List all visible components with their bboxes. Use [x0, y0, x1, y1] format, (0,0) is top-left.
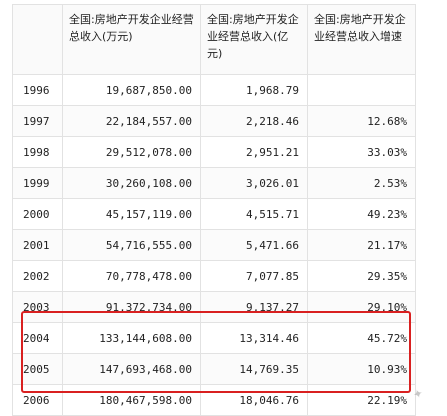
- cell-revenue-wan: 45,157,119.00: [62, 198, 201, 230]
- header-row: 全国:房地产开发企业经营总收入(万元) 全国:房地产开发企业经营总收入(亿元) …: [12, 4, 416, 75]
- table-row: 2000 45,157,119.00 4,515.71 49.23%: [12, 198, 416, 230]
- cell-revenue-yi: 7,077.85: [200, 260, 308, 292]
- cell-revenue-wan: 30,260,108.00: [62, 167, 201, 199]
- cell-growth: 29.10%: [307, 291, 416, 323]
- cell-revenue-yi: 13,314.46: [200, 322, 308, 354]
- cell-year: 2000: [12, 198, 63, 230]
- cell-revenue-yi: 1,968.79: [200, 74, 308, 106]
- cell-revenue-yi: 18,046.76: [200, 384, 308, 416]
- table-row: 1999 30,260,108.00 3,026.01 2.53%: [12, 167, 416, 199]
- cell-year: 1999: [12, 167, 63, 199]
- cell-revenue-yi: 14,769.35: [200, 353, 308, 385]
- cell-growth: 49.23%: [307, 198, 416, 230]
- cell-growth: 21.17%: [307, 229, 416, 261]
- header-revenue-yi: 全国:房地产开发企业经营总收入(亿元): [200, 4, 308, 75]
- table-row: 2004 133,144,608.00 13,314.46 45.72%: [12, 322, 416, 354]
- cell-revenue-wan: 22,184,557.00: [62, 105, 201, 137]
- table-row: 1996 19,687,850.00 1,968.79: [12, 74, 416, 106]
- cell-year: 2004: [12, 322, 63, 354]
- cell-growth: 33.03%: [307, 136, 416, 168]
- cell-growth: 22.19%: [307, 384, 416, 416]
- cell-year: 2003: [12, 291, 63, 323]
- cell-year: 2002: [12, 260, 63, 292]
- cell-growth: 45.72%: [307, 322, 416, 354]
- table-row: 1998 29,512,078.00 2,951.21 33.03%: [12, 136, 416, 168]
- cell-revenue-yi: 2,951.21: [200, 136, 308, 168]
- revenue-table: 全国:房地产开发企业经营总收入(万元) 全国:房地产开发企业经营总收入(亿元) …: [12, 4, 416, 416]
- cell-growth: [307, 74, 416, 106]
- table-row: 2002 70,778,478.00 7,077.85 29.35%: [12, 260, 416, 292]
- cell-year: 1996: [12, 74, 63, 106]
- cell-revenue-wan: 19,687,850.00: [62, 74, 201, 106]
- cell-year: 2005: [12, 353, 63, 385]
- cell-growth: 12.68%: [307, 105, 416, 137]
- cell-year: 2006: [12, 384, 63, 416]
- header-year: [12, 4, 63, 75]
- header-growth: 全国:房地产开发企业经营总收入增速: [307, 4, 416, 75]
- cell-revenue-yi: 5,471.66: [200, 229, 308, 261]
- table-row: 2003 91,372,734.00 9,137.27 29.10%: [12, 291, 416, 323]
- cell-revenue-yi: 2,218.46: [200, 105, 308, 137]
- cell-growth: 10.93%: [307, 353, 416, 385]
- table-row: 1997 22,184,557.00 2,218.46 12.68%: [12, 105, 416, 137]
- cell-growth: 29.35%: [307, 260, 416, 292]
- cell-revenue-yi: 9,137.27: [200, 291, 308, 323]
- cell-revenue-yi: 3,026.01: [200, 167, 308, 199]
- cell-revenue-wan: 133,144,608.00: [62, 322, 201, 354]
- cell-revenue-wan: 29,512,078.00: [62, 136, 201, 168]
- cell-growth: 2.53%: [307, 167, 416, 199]
- cell-revenue-wan: 91,372,734.00: [62, 291, 201, 323]
- cell-revenue-wan: 54,716,555.00: [62, 229, 201, 261]
- cell-revenue-wan: 70,778,478.00: [62, 260, 201, 292]
- cell-year: 2001: [12, 229, 63, 261]
- cell-year: 1997: [12, 105, 63, 137]
- cell-year: 1998: [12, 136, 63, 168]
- table-row: 2001 54,716,555.00 5,471.66 21.17%: [12, 229, 416, 261]
- cell-revenue-wan: 180,467,598.00: [62, 384, 201, 416]
- header-revenue-wan: 全国:房地产开发企业经营总收入(万元): [62, 4, 201, 75]
- cell-revenue-yi: 4,515.71: [200, 198, 308, 230]
- table-row: 2006 180,467,598.00 18,046.76 22.19%: [12, 384, 416, 416]
- cell-revenue-wan: 147,693,468.00: [62, 353, 201, 385]
- table-row: 2005 147,693,468.00 14,769.35 10.93%: [12, 353, 416, 385]
